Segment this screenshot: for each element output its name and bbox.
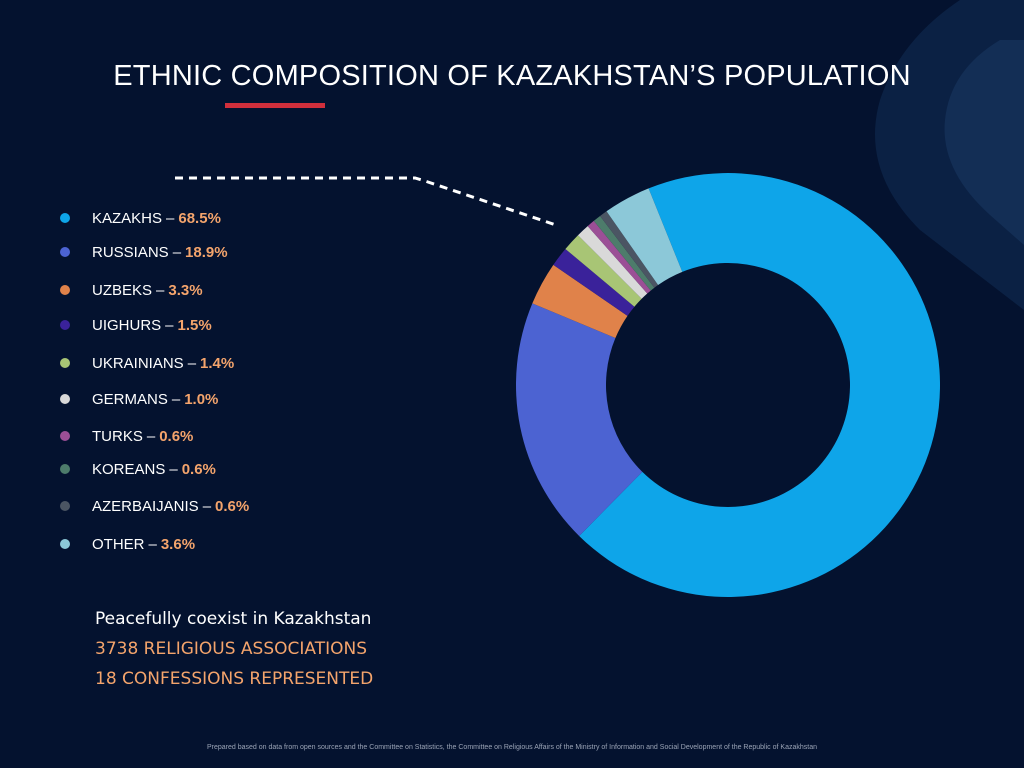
legend: KAZAKHS –68.5% RUSSIANS –18.9% UZBEKS –3.3% UI… [60, 0, 460, 768]
legend-dot-icon [60, 539, 70, 549]
legend-dot-icon [60, 358, 70, 368]
legend-separator: – [202, 497, 212, 515]
legend-separator: – [146, 427, 156, 445]
legend-value: 1.5% [177, 316, 212, 334]
legend-item-turks: TURKS –0.6% [60, 426, 193, 446]
legend-separator: – [169, 460, 178, 478]
legend-item-russians: RUSSIANS –18.9% [60, 242, 228, 262]
legend-separator: – [172, 243, 182, 261]
legend-label: OTHER [92, 535, 145, 553]
legend-value: 0.6% [159, 427, 194, 445]
info-religious-associations: 3738 RELIGIOUS ASSOCIATIONS [95, 639, 367, 659]
legend-item-ukrainians: UKRAINIANS –1.4% [60, 353, 234, 373]
legend-dot-icon [60, 285, 70, 295]
legend-dot-icon [60, 464, 70, 474]
slice-russians [516, 303, 643, 536]
legend-dot-icon [60, 501, 70, 511]
footnote: Prepared based on data from open sources… [207, 744, 817, 751]
legend-label: KAZAKHS [92, 209, 163, 227]
slice-kazakhs [579, 173, 941, 598]
slice-germans [577, 226, 648, 299]
legend-item-germans: GERMANS –1.0% [60, 389, 218, 409]
slice-koreans [593, 215, 655, 291]
legend-separator: – [156, 281, 165, 299]
legend-label: GERMANS [92, 390, 168, 408]
slice-other [606, 188, 683, 286]
title-underline [225, 103, 325, 108]
legend-separator: – [187, 354, 197, 372]
slice-ukrainians [565, 235, 642, 307]
legend-separator: – [148, 535, 157, 553]
legend-item-other: OTHER –3.6% [60, 534, 195, 554]
legend-item-uzbeks: UZBEKS –3.3% [60, 280, 203, 300]
legend-item-koreans: KOREANS –0.6% [60, 459, 216, 479]
legend-label: UIGHURS [92, 316, 162, 334]
donut-slices [516, 173, 941, 598]
slice-uighurs [553, 248, 635, 316]
legend-item-kazakhs: KAZAKHS –68.5% [60, 208, 221, 228]
chart-title: ETHNIC COMPOSITION OF KAZAKHSTAN’S POPUL… [113, 60, 911, 92]
legend-label: RUSSIANS [92, 243, 169, 261]
slice-turks [587, 220, 651, 294]
legend-label: KOREANS [92, 460, 166, 478]
legend-item-uighurs: UIGHURS –1.5% [60, 315, 212, 335]
legend-value: 1.0% [184, 390, 219, 408]
info-block: Peacefully coexist in Kazakhstan 3738 RE… [95, 604, 373, 694]
legend-dot-icon [60, 394, 70, 404]
legend-label: UKRAINIANS [92, 354, 184, 372]
legend-value: 18.9% [185, 243, 228, 261]
legend-label: AZERBAIJANIS [92, 497, 199, 515]
leader-line [175, 176, 557, 227]
legend-separator: – [171, 390, 181, 408]
legend-dot-icon [60, 213, 70, 223]
slice-azerbaijanis [600, 211, 659, 288]
legend-separator: – [166, 209, 175, 227]
info-confessions: 18 CONFESSIONS REPRESENTED [95, 669, 374, 689]
legend-item-azerbaijanis: AZERBAIJANIS –0.6% [60, 496, 249, 516]
legend-label: TURKS [92, 427, 143, 445]
legend-dot-icon [60, 320, 70, 330]
legend-value: 0.6% [181, 460, 216, 478]
info-coexist: Peacefully coexist in Kazakhstan [95, 609, 372, 629]
slice-uzbeks [532, 264, 628, 339]
legend-separator: – [165, 316, 174, 334]
legend-value: 0.6% [215, 497, 250, 515]
legend-label: UZBEKS [92, 281, 153, 299]
legend-value: 3.6% [160, 535, 196, 553]
legend-value: 1.4% [200, 354, 235, 372]
legend-dot-icon [60, 431, 70, 441]
legend-dot-icon [60, 247, 70, 257]
legend-value: 3.3% [168, 281, 203, 299]
legend-value: 68.5% [178, 209, 221, 227]
